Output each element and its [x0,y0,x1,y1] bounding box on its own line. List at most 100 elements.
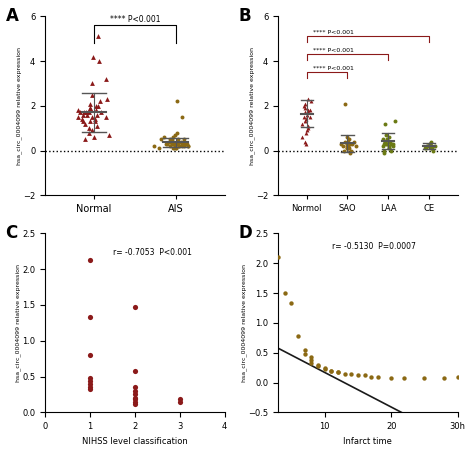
Y-axis label: hsa_circ_0004099 relative expression: hsa_circ_0004099 relative expression [241,264,247,382]
Point [131,395,139,402]
Point [302,129,310,136]
Point [131,398,139,405]
Point [385,138,392,145]
Point [352,143,359,150]
Point [86,118,93,125]
Point [301,346,309,353]
Point [301,350,309,358]
Point [180,143,188,150]
Point [328,367,335,374]
Point [392,118,399,125]
Point [422,145,430,152]
Point [131,400,139,407]
Point [171,140,179,148]
Point [346,145,353,152]
Point [423,143,431,150]
Point [300,102,308,109]
Point [303,111,311,118]
Point [90,133,98,141]
Point [85,124,93,132]
Point [386,138,393,145]
Point [175,143,182,150]
Point [345,145,352,152]
Point [173,145,180,152]
Point [348,140,356,148]
Y-axis label: hsa_circ_0004099 relative expression: hsa_circ_0004099 relative expression [249,47,255,165]
Point [428,145,436,152]
Point [169,145,177,152]
Point [131,367,139,375]
Point [390,140,397,148]
Point [454,373,462,380]
Point [440,375,448,382]
Point [175,136,182,143]
Point [334,368,342,375]
Point [103,95,111,103]
Point [387,374,395,381]
Point [426,143,434,150]
Point [346,140,354,148]
Point [95,102,102,109]
Point [86,314,94,321]
Point [301,104,309,112]
Point [163,140,171,148]
Point [429,147,437,154]
Point [381,120,389,127]
Point [86,375,94,382]
Point [344,140,351,148]
Point [102,114,110,121]
Point [96,57,103,64]
Point [171,131,179,138]
Point [306,107,313,114]
Point [301,138,309,145]
Text: r= -0.5130  P=0.0007: r= -0.5130 P=0.0007 [332,242,416,252]
Point [93,111,100,118]
Point [82,109,90,116]
Point [93,122,101,129]
Point [162,140,170,148]
Point [85,129,93,136]
Point [173,129,181,136]
Point [382,140,390,148]
Point [86,377,94,385]
Text: **** P<0.001: **** P<0.001 [313,48,354,53]
Point [389,143,396,150]
Point [76,109,84,116]
Point [367,373,375,380]
Point [178,114,185,121]
Point [328,367,335,374]
Point [169,138,176,145]
Text: B: B [238,7,251,25]
Point [173,98,181,105]
Point [168,136,176,143]
Point [131,384,139,391]
Point [341,138,348,145]
Point [86,109,93,116]
Point [157,136,165,143]
Point [304,95,311,103]
Point [421,145,429,152]
Point [86,380,94,387]
Point [380,149,388,157]
Point [155,145,163,152]
Text: C: C [6,224,18,242]
Point [177,138,184,145]
Point [94,33,102,40]
Point [374,373,382,380]
Point [321,366,328,373]
Point [91,116,99,123]
Point [91,118,99,125]
Point [387,140,395,148]
Point [308,359,315,366]
Point [86,100,94,107]
Point [343,133,351,141]
Point [174,138,182,145]
Point [294,332,302,340]
Point [86,383,94,390]
Point [86,351,94,359]
Point [344,138,352,145]
Point [179,140,186,148]
Point [97,109,105,116]
Point [301,100,309,107]
Point [79,111,86,118]
